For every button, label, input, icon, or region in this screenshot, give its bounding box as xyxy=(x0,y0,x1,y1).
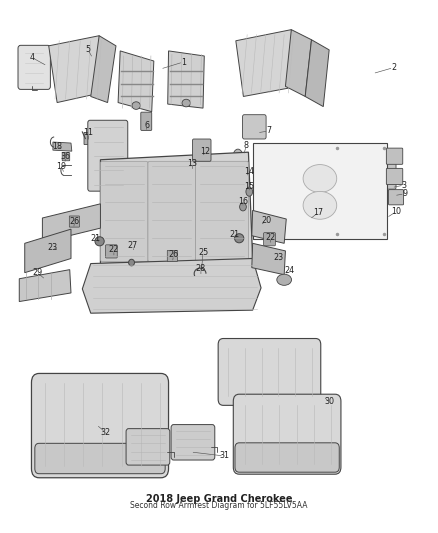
Text: 2: 2 xyxy=(391,63,396,72)
FancyBboxPatch shape xyxy=(243,115,266,139)
Text: 21: 21 xyxy=(230,230,240,239)
FancyBboxPatch shape xyxy=(193,139,211,161)
FancyBboxPatch shape xyxy=(195,161,248,262)
Text: 23: 23 xyxy=(47,243,57,252)
Ellipse shape xyxy=(132,102,140,109)
Text: 4: 4 xyxy=(29,53,35,62)
Text: 16: 16 xyxy=(238,197,248,206)
Polygon shape xyxy=(252,211,286,243)
Ellipse shape xyxy=(246,187,253,196)
Text: 27: 27 xyxy=(127,241,138,251)
Text: 22: 22 xyxy=(265,233,276,242)
Polygon shape xyxy=(49,36,108,102)
Text: 8: 8 xyxy=(244,141,249,150)
FancyBboxPatch shape xyxy=(32,374,169,478)
Text: 9: 9 xyxy=(402,189,407,198)
Text: 11: 11 xyxy=(84,128,94,138)
Polygon shape xyxy=(53,142,72,151)
Text: 32: 32 xyxy=(100,427,110,437)
Polygon shape xyxy=(252,243,286,274)
Text: 31: 31 xyxy=(219,451,229,461)
Ellipse shape xyxy=(303,165,337,192)
Polygon shape xyxy=(305,40,329,107)
FancyBboxPatch shape xyxy=(167,251,177,262)
Text: 14: 14 xyxy=(244,167,254,176)
Polygon shape xyxy=(37,375,163,469)
Polygon shape xyxy=(253,143,387,239)
FancyBboxPatch shape xyxy=(106,245,117,258)
Text: 7: 7 xyxy=(266,126,271,135)
Text: 3: 3 xyxy=(402,181,406,190)
Text: 30: 30 xyxy=(324,397,334,406)
Text: 10: 10 xyxy=(392,207,402,216)
FancyBboxPatch shape xyxy=(378,151,396,170)
Text: 2018 Jeep Grand Cherokee: 2018 Jeep Grand Cherokee xyxy=(146,494,292,504)
Polygon shape xyxy=(42,204,100,243)
FancyBboxPatch shape xyxy=(389,190,403,205)
Text: 17: 17 xyxy=(313,208,323,217)
Text: 26: 26 xyxy=(169,251,179,260)
FancyBboxPatch shape xyxy=(218,338,321,405)
FancyBboxPatch shape xyxy=(88,120,128,191)
Polygon shape xyxy=(286,30,311,96)
Ellipse shape xyxy=(95,237,104,246)
Ellipse shape xyxy=(129,259,134,266)
Text: 1: 1 xyxy=(181,58,186,67)
Polygon shape xyxy=(168,51,204,108)
Ellipse shape xyxy=(235,233,244,243)
Ellipse shape xyxy=(277,274,292,285)
Ellipse shape xyxy=(233,165,243,178)
Text: 20: 20 xyxy=(261,216,271,225)
Ellipse shape xyxy=(182,99,191,107)
Text: 6: 6 xyxy=(144,121,149,130)
Text: 36: 36 xyxy=(60,152,71,161)
FancyBboxPatch shape xyxy=(100,161,148,262)
Ellipse shape xyxy=(233,149,243,163)
Text: 13: 13 xyxy=(187,159,198,168)
FancyBboxPatch shape xyxy=(235,443,339,472)
FancyBboxPatch shape xyxy=(233,394,341,474)
Polygon shape xyxy=(236,30,298,96)
Text: 29: 29 xyxy=(32,268,42,277)
FancyBboxPatch shape xyxy=(84,132,92,144)
Polygon shape xyxy=(19,270,71,302)
Polygon shape xyxy=(118,51,154,112)
Polygon shape xyxy=(25,229,71,273)
Polygon shape xyxy=(82,259,261,313)
FancyBboxPatch shape xyxy=(18,45,50,90)
Text: 19: 19 xyxy=(56,162,67,171)
FancyBboxPatch shape xyxy=(62,152,70,161)
Ellipse shape xyxy=(240,203,246,211)
Text: 21: 21 xyxy=(91,234,101,243)
Text: 28: 28 xyxy=(196,264,206,273)
Text: 23: 23 xyxy=(274,253,284,262)
FancyBboxPatch shape xyxy=(148,161,195,262)
FancyBboxPatch shape xyxy=(126,429,170,465)
Text: 12: 12 xyxy=(201,147,211,156)
Text: 22: 22 xyxy=(109,245,119,254)
Text: 18: 18 xyxy=(52,142,62,151)
Text: 26: 26 xyxy=(70,216,80,225)
Polygon shape xyxy=(100,152,253,264)
FancyBboxPatch shape xyxy=(171,425,215,460)
Text: 15: 15 xyxy=(244,182,254,191)
Ellipse shape xyxy=(303,191,337,219)
Text: 25: 25 xyxy=(198,248,208,257)
FancyBboxPatch shape xyxy=(141,112,152,131)
FancyBboxPatch shape xyxy=(264,233,276,246)
FancyBboxPatch shape xyxy=(386,148,403,164)
FancyBboxPatch shape xyxy=(69,216,79,227)
FancyBboxPatch shape xyxy=(378,170,396,189)
Text: 24: 24 xyxy=(284,265,294,274)
Text: Second Row Armrest Diagram for 5LF55LV5AA: Second Row Armrest Diagram for 5LF55LV5A… xyxy=(130,501,308,510)
FancyBboxPatch shape xyxy=(386,168,403,184)
FancyBboxPatch shape xyxy=(35,443,165,474)
Text: 5: 5 xyxy=(85,45,90,54)
Polygon shape xyxy=(91,36,116,102)
